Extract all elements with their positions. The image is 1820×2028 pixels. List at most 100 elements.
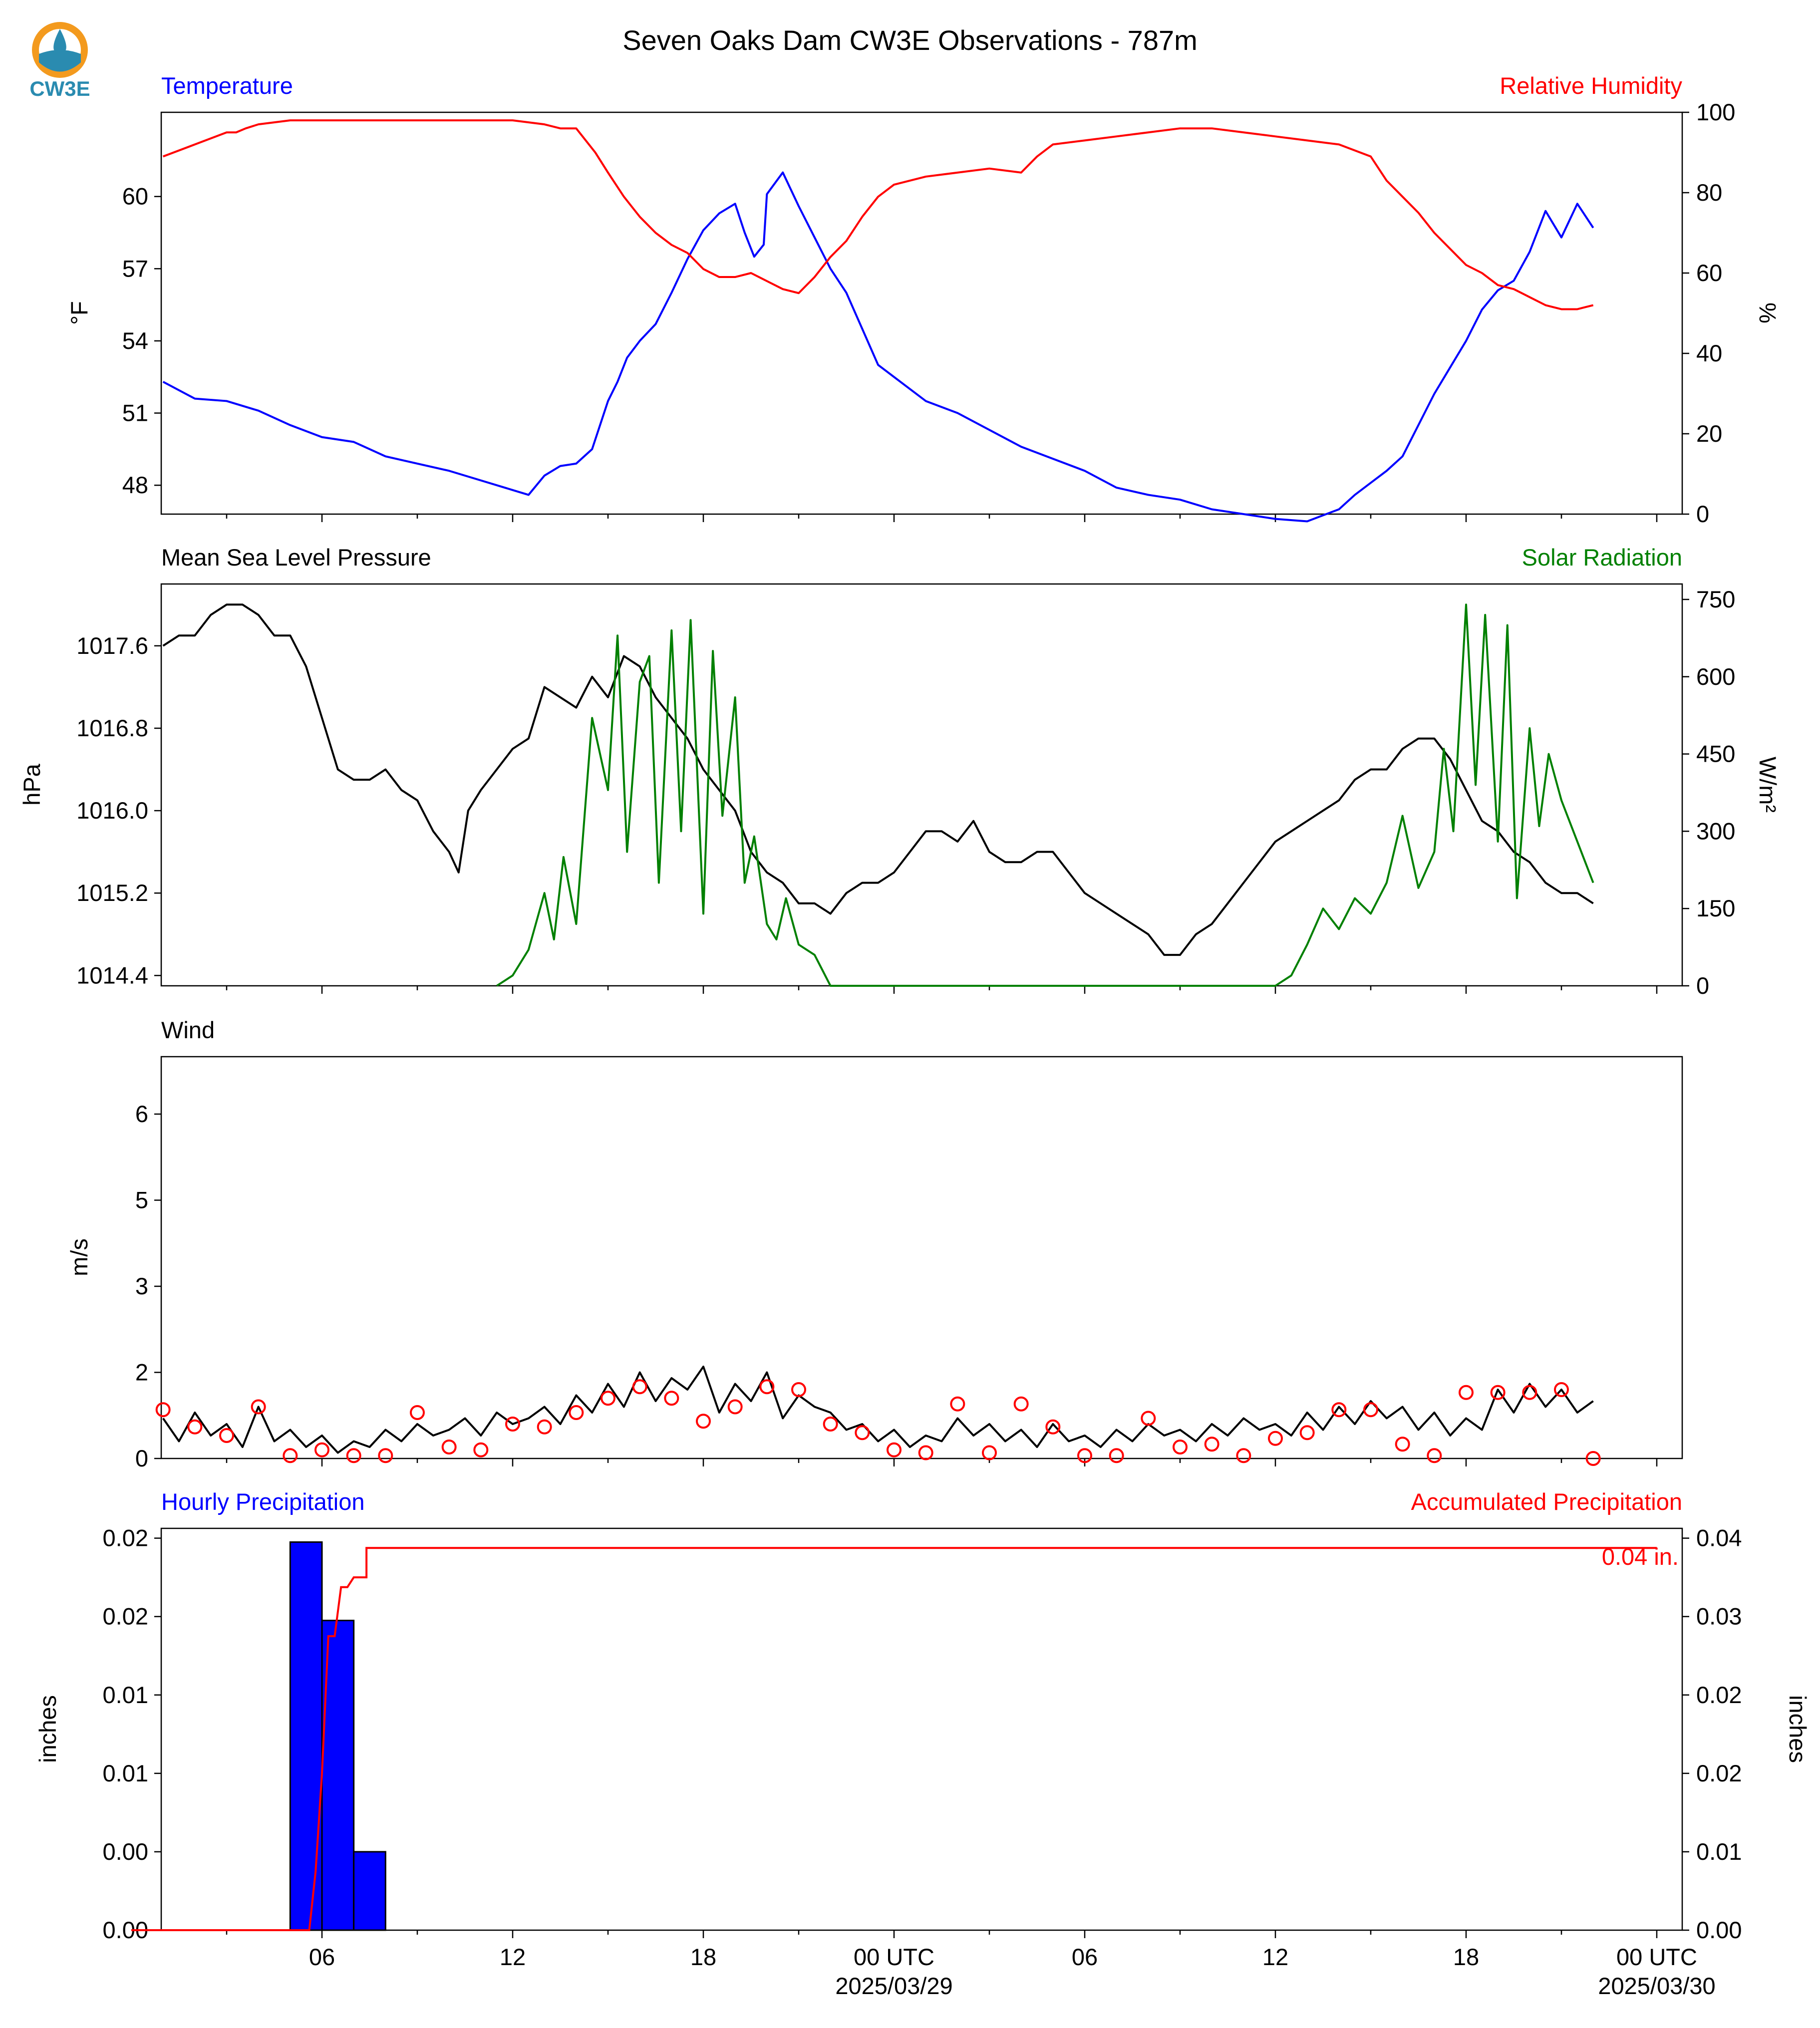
gust-marker <box>1045 1419 1061 1435</box>
accumulated-precip-line <box>131 1547 1657 1931</box>
y-tick-label: 6 <box>135 1101 148 1127</box>
y-axis-label-right: inches <box>1785 1695 1811 1763</box>
mean-sea-level-pressure-line <box>162 603 1594 956</box>
y-tick-label: 0.01 <box>103 1760 148 1786</box>
gust-marker <box>569 1405 584 1420</box>
gust-marker <box>1204 1437 1219 1452</box>
x-tick-label: 00 UTC <box>1616 1944 1697 1970</box>
gust-marker <box>473 1442 489 1457</box>
y-tick-label-right: 300 <box>1696 818 1735 844</box>
gust-marker <box>1236 1448 1251 1463</box>
y-tick-label-right: 0.02 <box>1696 1682 1742 1708</box>
panel-title-left: Temperature <box>161 72 293 99</box>
logo-text: CW3E <box>29 77 90 100</box>
panel-temperature-humidity: Temperature Relative Humidity °F % 48 51 5… <box>66 72 1781 527</box>
x-tick-label: 06 <box>309 1944 335 1970</box>
panel-wind: Wind m/s 0 2 3 5 6 <box>66 1017 1683 1471</box>
y-tick-label-right: 60 <box>1696 260 1722 286</box>
y-tick-label: 1016.0 <box>76 797 148 824</box>
gust-marker <box>1554 1382 1569 1397</box>
y-ticks-right: 0 20 40 60 80 100 <box>1682 99 1735 527</box>
gust-marker <box>950 1396 965 1412</box>
x-tick-label: 00 UTC <box>854 1944 934 1970</box>
gust-marker <box>759 1379 775 1395</box>
gust-marker <box>346 1448 361 1463</box>
y-tick-label-right: 80 <box>1696 179 1722 206</box>
x-tick-label: 12 <box>1262 1944 1288 1970</box>
y-tick-label: 1014.4 <box>76 962 148 988</box>
gust-marker <box>187 1419 203 1435</box>
panel-title-right: Relative Humidity <box>1500 72 1682 99</box>
y-tick-label: 3 <box>135 1273 148 1299</box>
panel-precipitation: Hourly Precipitation Accumulated Precipi… <box>34 1488 1811 1999</box>
gust-marker <box>441 1440 457 1454</box>
solar-radiation-line <box>496 603 1594 987</box>
y-ticks: 0 2 3 5 6 <box>135 1101 161 1471</box>
gust-marker <box>378 1448 393 1463</box>
y-ticks-right: 0 150 300 450 600 750 <box>1682 586 1735 999</box>
gust-marker <box>1490 1385 1506 1400</box>
gust-marker <box>505 1417 520 1432</box>
x-tick-label: 18 <box>690 1944 716 1970</box>
y-tick-label: 0.00 <box>103 1838 148 1865</box>
y-tick-label: 0.01 <box>103 1682 148 1708</box>
y-tick-label-right: 0.02 <box>1696 1760 1742 1786</box>
panel-title-left: Mean Sea Level Pressure <box>161 544 431 571</box>
y-tick-label: 51 <box>122 400 148 426</box>
y-tick-label-right: 0 <box>1696 972 1709 999</box>
y-tick-label: 1016.8 <box>76 715 148 741</box>
y-axis-label: hPa <box>18 763 45 805</box>
x-ticks <box>226 986 1658 994</box>
y-tick-label-right: 100 <box>1696 99 1735 125</box>
y-tick-label-right: 0.04 <box>1696 1525 1742 1551</box>
y-ticks: 1014.4 1015.2 1016.0 1016.8 1017.6 <box>76 632 161 988</box>
gust-marker <box>410 1405 425 1420</box>
y-tick-label: 5 <box>135 1187 148 1213</box>
gust-marker <box>1585 1451 1601 1466</box>
y-tick-label: 57 <box>122 255 148 282</box>
cw3e-logo: CW3E <box>29 22 90 100</box>
y-tick-label: 54 <box>122 327 148 354</box>
temperature-line <box>162 171 1594 523</box>
gust-marker <box>251 1399 266 1415</box>
panel-pressure-solar: Mean Sea Level Pressure Solar Radiation … <box>18 544 1781 999</box>
y-tick-label-right: 0.00 <box>1696 1917 1742 1943</box>
gust-marker <box>1077 1448 1092 1463</box>
y-tick-label-right: 600 <box>1696 663 1735 690</box>
wind-line <box>162 1366 1594 1454</box>
y-tick-label: 2 <box>135 1359 148 1386</box>
x-tick-label: 06 <box>1072 1944 1098 1970</box>
gust-marker <box>982 1445 997 1460</box>
y-tick-label: 60 <box>122 183 148 210</box>
panel-frame <box>160 1527 1683 1931</box>
y-tick-label: 1015.2 <box>76 879 148 906</box>
gust-marker <box>855 1425 870 1441</box>
gust-marker <box>1141 1411 1156 1426</box>
series-lines <box>162 603 1594 987</box>
y-axis-label: inches <box>34 1695 61 1763</box>
gust-marker <box>537 1419 552 1435</box>
panel-title-left: Hourly Precipitation <box>161 1488 365 1515</box>
gust-marker <box>283 1448 298 1463</box>
panel-frame <box>160 111 1683 515</box>
y-tick-label-right: 0.03 <box>1696 1603 1742 1630</box>
gust-marker <box>664 1391 679 1406</box>
y-tick-label: 0.02 <box>103 1603 148 1630</box>
panel-title-left: Wind <box>161 1017 215 1043</box>
y-ticks-right: 0.00 0.01 0.02 0.02 0.03 0.04 <box>1682 1525 1742 1943</box>
chart-title: Seven Oaks Dam CW3E Observations - 787m <box>622 24 1198 56</box>
y-tick-label-right: 450 <box>1696 741 1735 767</box>
cw3e-drop-logo-icon <box>32 22 88 78</box>
gust-marker <box>791 1382 806 1397</box>
relative-humidity-line <box>162 119 1594 310</box>
gust-marker <box>1395 1437 1410 1452</box>
y-tick-label: 1017.6 <box>76 632 148 659</box>
y-axis-label: m/s <box>66 1238 92 1276</box>
gust-marker <box>887 1442 902 1457</box>
y-tick-label: 48 <box>122 472 148 498</box>
gust-marker <box>1013 1396 1029 1412</box>
y-tick-label-right: 20 <box>1696 420 1722 447</box>
gust-marker <box>1522 1385 1537 1400</box>
y-axis-label-right: % <box>1755 302 1781 323</box>
gust-marker <box>632 1379 647 1395</box>
